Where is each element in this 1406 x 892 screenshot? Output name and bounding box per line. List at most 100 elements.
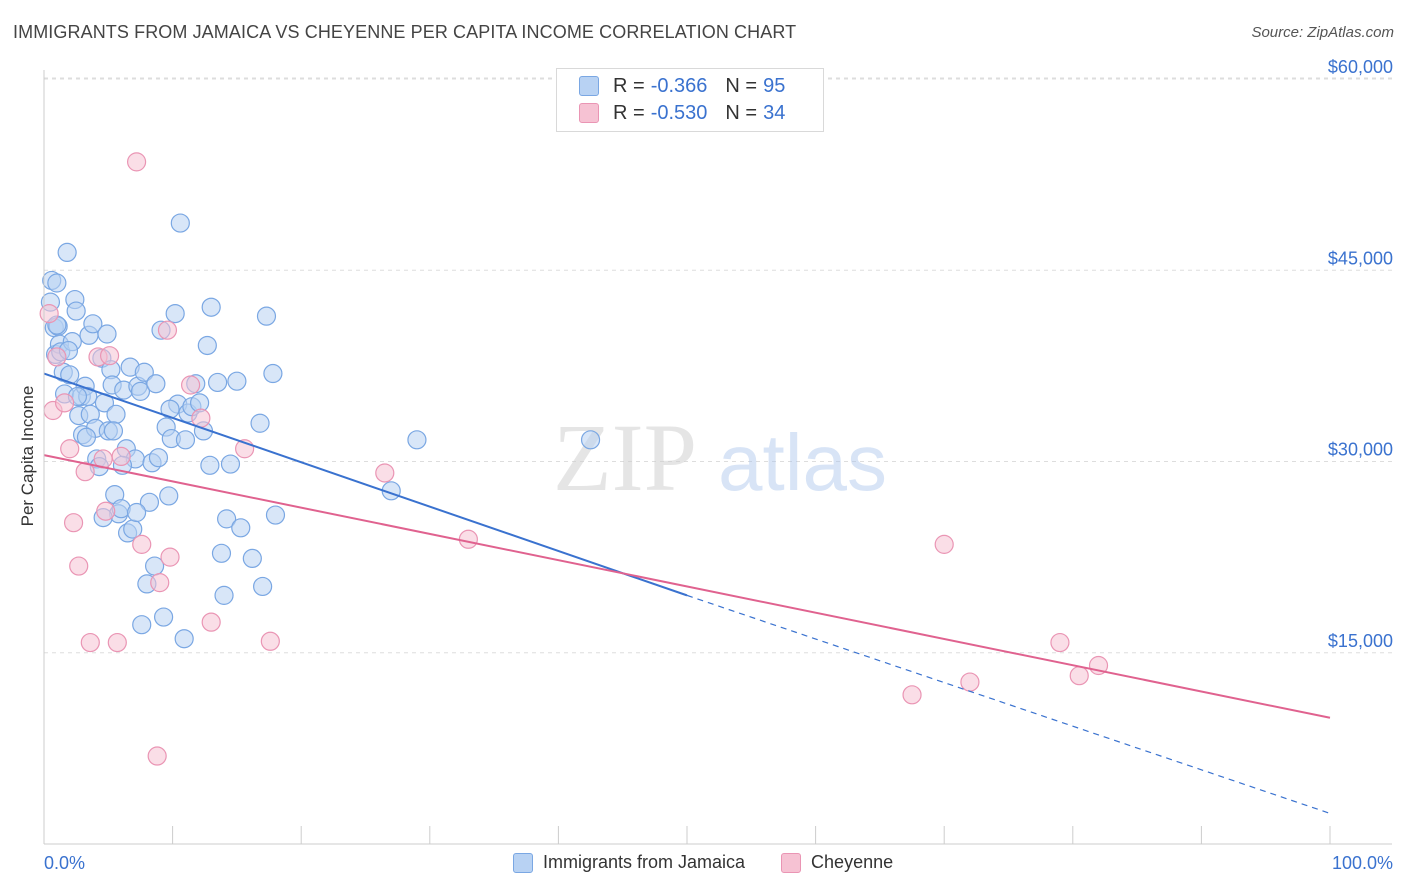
jamaica-point bbox=[214, 585, 234, 605]
jamaica-point bbox=[263, 363, 283, 384]
cheyenne-point bbox=[54, 393, 75, 413]
cheyenne-point bbox=[902, 685, 922, 705]
cheyenne-point bbox=[63, 513, 84, 533]
cheyenne-point bbox=[96, 501, 116, 521]
jamaica-point bbox=[60, 365, 80, 385]
jamaica-point bbox=[227, 371, 247, 391]
legend-label: Immigrants from Jamaica bbox=[543, 852, 746, 872]
legend-row-jamaica: R = -0.366 N = 95 bbox=[579, 73, 785, 99]
jamaica-point bbox=[83, 314, 103, 334]
y-tick-label: $15,000 bbox=[1328, 631, 1393, 651]
source-label: Source: ZipAtlas.com bbox=[1251, 24, 1394, 41]
jamaica-point bbox=[580, 430, 601, 450]
trend-line-jamaica-extension bbox=[686, 594, 1331, 814]
jamaica-point bbox=[57, 242, 77, 262]
n-label: N = bbox=[725, 101, 758, 124]
jamaica-point bbox=[160, 399, 180, 419]
jamaica-point bbox=[407, 430, 427, 450]
legend-item-cheyenne[interactable]: Cheyenne bbox=[781, 852, 893, 873]
jamaica-point bbox=[208, 372, 228, 393]
legend-swatch-pink bbox=[579, 103, 599, 123]
jamaica-point bbox=[197, 335, 217, 356]
jamaica-point bbox=[76, 427, 97, 447]
legend-row-cheyenne: R = -0.530 N = 34 bbox=[579, 100, 785, 126]
cheyenne-point bbox=[260, 631, 280, 651]
y-tick-label: $30,000 bbox=[1328, 440, 1393, 460]
jamaica-point bbox=[66, 301, 86, 321]
cheyenne-point bbox=[150, 573, 170, 593]
jamaica-point bbox=[201, 297, 221, 317]
legend-swatch-pink bbox=[781, 852, 802, 873]
x-tick-label: 100.0% bbox=[1332, 853, 1393, 873]
y-tick-label: $45,000 bbox=[1328, 248, 1393, 268]
r-label: R = bbox=[613, 74, 645, 97]
cheyenne-point bbox=[147, 746, 167, 766]
jamaica-point bbox=[242, 548, 262, 569]
chart-title: IMMIGRANTS FROM JAMAICA VS CHEYENNE PER … bbox=[13, 22, 797, 42]
trend-line-cheyenne bbox=[43, 454, 1331, 719]
jamaica-point bbox=[231, 518, 251, 538]
r-value: -0.366 bbox=[650, 74, 708, 97]
jamaica-point bbox=[139, 492, 160, 512]
cheyenne-point bbox=[47, 347, 67, 367]
x-tick-label: 0.0% bbox=[44, 853, 85, 873]
cheyenne-point bbox=[157, 320, 178, 340]
n-label: N = bbox=[725, 74, 758, 97]
jamaica-point bbox=[170, 213, 190, 233]
cheyenne-point bbox=[111, 446, 131, 466]
cheyenne-point bbox=[1069, 666, 1089, 686]
jamaica-point bbox=[265, 505, 286, 525]
cheyenne-point bbox=[99, 346, 120, 366]
trend-line-jamaica bbox=[43, 372, 688, 597]
cheyenne-point bbox=[132, 534, 152, 554]
jamaica-point bbox=[159, 486, 179, 506]
cheyenne-point bbox=[181, 375, 201, 395]
r-value: -0.530 bbox=[650, 101, 708, 124]
jamaica-point bbox=[148, 448, 169, 468]
stats-legend: R = -0.366 N = 95 R = -0.530 N = 34 bbox=[556, 68, 824, 132]
jamaica-point bbox=[130, 381, 151, 401]
jamaica-point bbox=[126, 502, 147, 523]
cheyenne-point bbox=[60, 439, 80, 459]
jamaica-point bbox=[47, 273, 67, 293]
jamaica-point bbox=[250, 413, 270, 433]
cheyenne-point bbox=[1050, 632, 1070, 653]
jamaica-point bbox=[220, 454, 241, 474]
n-value: 34 bbox=[763, 101, 786, 124]
jamaica-point bbox=[200, 455, 220, 475]
legend-swatch-blue bbox=[579, 76, 599, 96]
cheyenne-point bbox=[126, 152, 147, 172]
legend-swatch-blue bbox=[513, 852, 533, 873]
jamaica-point bbox=[153, 607, 174, 627]
jamaica-point bbox=[134, 362, 154, 382]
jamaica-point bbox=[165, 304, 185, 324]
y-tick-label: $60,000 bbox=[1328, 57, 1393, 77]
jamaica-point bbox=[175, 430, 196, 450]
watermark-zip: ZIP bbox=[553, 404, 697, 511]
cheyenne-point bbox=[458, 529, 478, 549]
jamaica-point bbox=[211, 543, 232, 563]
cheyenne-point bbox=[375, 463, 395, 483]
y-axis-label: Per Capita Income bbox=[18, 385, 37, 527]
series-legend: Immigrants from Jamaica Cheyenne bbox=[513, 852, 929, 873]
n-value: 95 bbox=[763, 74, 786, 97]
jamaica-point bbox=[106, 404, 126, 424]
cheyenne-point bbox=[160, 547, 180, 567]
cheyenne-point bbox=[39, 304, 59, 324]
cheyenne-point bbox=[80, 632, 100, 653]
jamaica-point bbox=[174, 629, 194, 649]
jamaica-point bbox=[97, 324, 117, 344]
jamaica-point bbox=[132, 615, 152, 635]
legend-label: Cheyenne bbox=[811, 852, 894, 872]
cheyenne-point bbox=[69, 556, 89, 576]
jamaica-point bbox=[256, 306, 277, 326]
jamaica-point bbox=[253, 576, 273, 597]
jamaica-point bbox=[217, 509, 237, 529]
watermark-atlas: atlas bbox=[718, 418, 887, 507]
legend-item-jamaica[interactable]: Immigrants from Jamaica bbox=[513, 852, 745, 873]
jamaica-point bbox=[103, 421, 124, 441]
r-label: R = bbox=[613, 101, 645, 124]
cheyenne-point bbox=[107, 632, 127, 653]
cheyenne-point bbox=[960, 672, 980, 692]
jamaica-point bbox=[146, 374, 166, 394]
